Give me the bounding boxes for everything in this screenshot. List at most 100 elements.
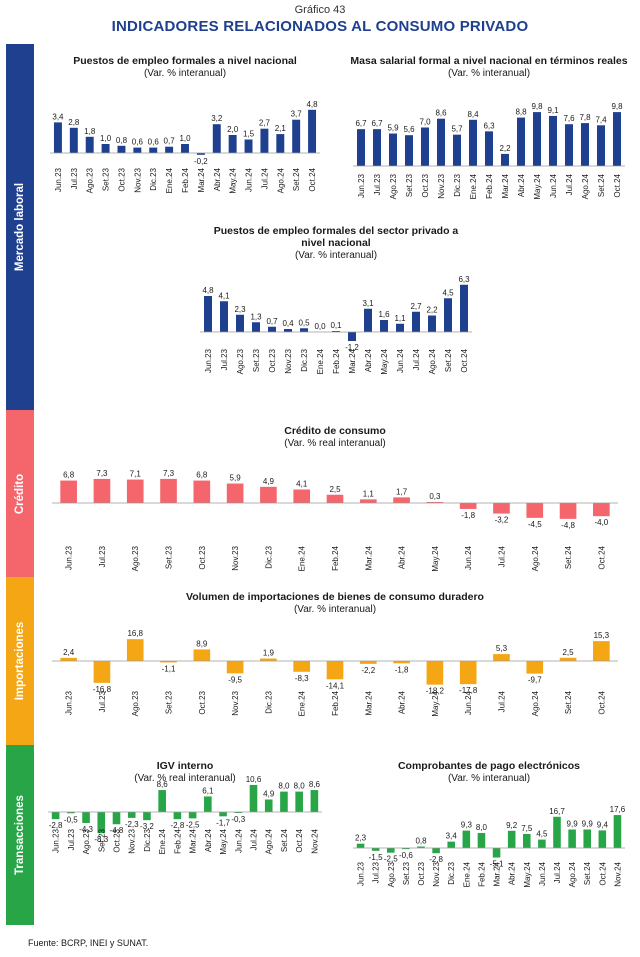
bar	[613, 112, 621, 166]
bar	[252, 322, 260, 332]
chart-title: Volumen de importaciones de bienes de co…	[186, 591, 484, 603]
bar	[219, 812, 227, 817]
bar	[188, 812, 197, 819]
tick-label: Mar.24	[493, 861, 502, 886]
tick-label: Ene.24	[165, 167, 174, 193]
tick-label: Set.24	[444, 348, 453, 372]
data-label: 0,6	[148, 138, 160, 147]
bar	[568, 829, 576, 848]
data-label: 2,7	[410, 302, 422, 311]
bar	[97, 812, 106, 834]
tick-label: Nov.23	[432, 861, 441, 886]
data-label: 8,4	[467, 110, 479, 119]
data-label: 9,8	[531, 102, 543, 111]
tick-label: Nov.23	[231, 690, 240, 715]
bar	[426, 661, 444, 685]
data-label: -2,2	[361, 666, 375, 675]
tick-label: Oct.24	[460, 348, 469, 372]
tick-label: Ago.23	[389, 173, 398, 199]
tick-label: Mar.24	[364, 690, 373, 715]
data-label: 3,7	[291, 110, 303, 119]
bar	[417, 846, 425, 848]
bar	[444, 298, 452, 332]
data-label: 8,9	[196, 639, 208, 648]
tick-label: Ago.24	[531, 545, 540, 571]
tick-label: Jul.24	[412, 348, 421, 370]
tick-label: Ago.24	[581, 173, 590, 199]
bar	[393, 497, 410, 503]
data-label: 9,4	[597, 820, 609, 829]
data-label: 0,8	[116, 136, 128, 145]
bar	[293, 661, 311, 672]
tick-label: Set.23	[102, 167, 111, 191]
bar	[173, 812, 182, 820]
section-bar-labor: Mercado laboral	[6, 44, 34, 410]
tick-label: Oct.24	[597, 690, 606, 714]
data-label: 4,1	[218, 291, 230, 300]
tick-label: Set.23	[405, 173, 414, 197]
data-label: -4,8	[561, 521, 575, 530]
tick-label: Jul.24	[565, 173, 574, 195]
tick-label: Nov.23	[437, 173, 446, 198]
tick-label: Set.24	[292, 167, 301, 191]
tick-label: Ago.24	[531, 690, 540, 716]
tick-label: Feb.24	[173, 828, 182, 853]
chart-title: Crédito de consumo	[284, 425, 386, 437]
bar	[469, 119, 477, 166]
tick-label: Nov.23	[231, 545, 240, 570]
bar	[553, 816, 561, 848]
data-label: 3,4	[52, 112, 64, 121]
data-label: 5,9	[387, 124, 399, 133]
data-label: 17,6	[610, 805, 626, 814]
bar	[127, 812, 136, 818]
bar	[459, 661, 477, 685]
tick-label: Mar.24	[501, 173, 510, 198]
bar	[437, 118, 445, 166]
bar	[462, 830, 471, 848]
bar	[160, 661, 177, 663]
bar	[332, 331, 340, 332]
bar	[126, 639, 144, 661]
bar	[559, 657, 577, 661]
data-label: 7,6	[563, 114, 575, 123]
bar	[292, 119, 301, 153]
section-label-imports: Importaciones	[14, 621, 26, 701]
bar	[412, 311, 420, 332]
data-label: 8,0	[476, 823, 488, 832]
chart-private-formal-jobs: Puestos de empleo formales del sector pr…	[200, 225, 472, 375]
tick-label: Jun.23	[52, 828, 61, 853]
bar	[280, 791, 288, 812]
bar	[402, 848, 410, 850]
bar	[158, 790, 166, 812]
data-label: -4,8	[110, 826, 124, 835]
tick-label: Set.23	[165, 690, 174, 714]
bar	[204, 296, 212, 332]
tick-label: Jun.23	[54, 167, 63, 192]
bar	[293, 489, 311, 503]
tick-label: Abr.24	[517, 173, 526, 197]
tick-label: Oct.24	[613, 173, 622, 197]
chart-real-wage-bill: Masa salarial formal a nivel nacional en…	[350, 55, 627, 200]
data-label: -2,5	[384, 855, 398, 864]
data-label: -4,3	[79, 825, 93, 834]
data-label: -3,2	[495, 516, 509, 525]
data-label: 6,1	[202, 786, 214, 795]
data-label: 1,1	[394, 314, 406, 323]
bar	[507, 830, 516, 848]
bar	[220, 301, 228, 332]
data-label: 1,6	[378, 310, 390, 319]
bar	[126, 479, 144, 503]
bar	[380, 320, 388, 332]
tick-label: Ago.24	[265, 828, 274, 854]
chart-formal-jobs: Puestos de empleo formales a nivel nacio…	[50, 55, 320, 194]
data-label: 2,3	[355, 834, 367, 843]
data-label: 1,0	[100, 134, 112, 143]
tick-label: Oct.24	[598, 861, 607, 885]
data-label: -2,8	[170, 821, 184, 830]
chart-title: Comprobantes de pago electrónicos	[398, 760, 580, 772]
bar	[405, 135, 413, 166]
data-label: 6,3	[458, 275, 470, 284]
data-label: 5,9	[230, 474, 242, 483]
section-bar-imports: Importaciones	[6, 577, 34, 745]
data-label: 2,0	[227, 125, 239, 134]
